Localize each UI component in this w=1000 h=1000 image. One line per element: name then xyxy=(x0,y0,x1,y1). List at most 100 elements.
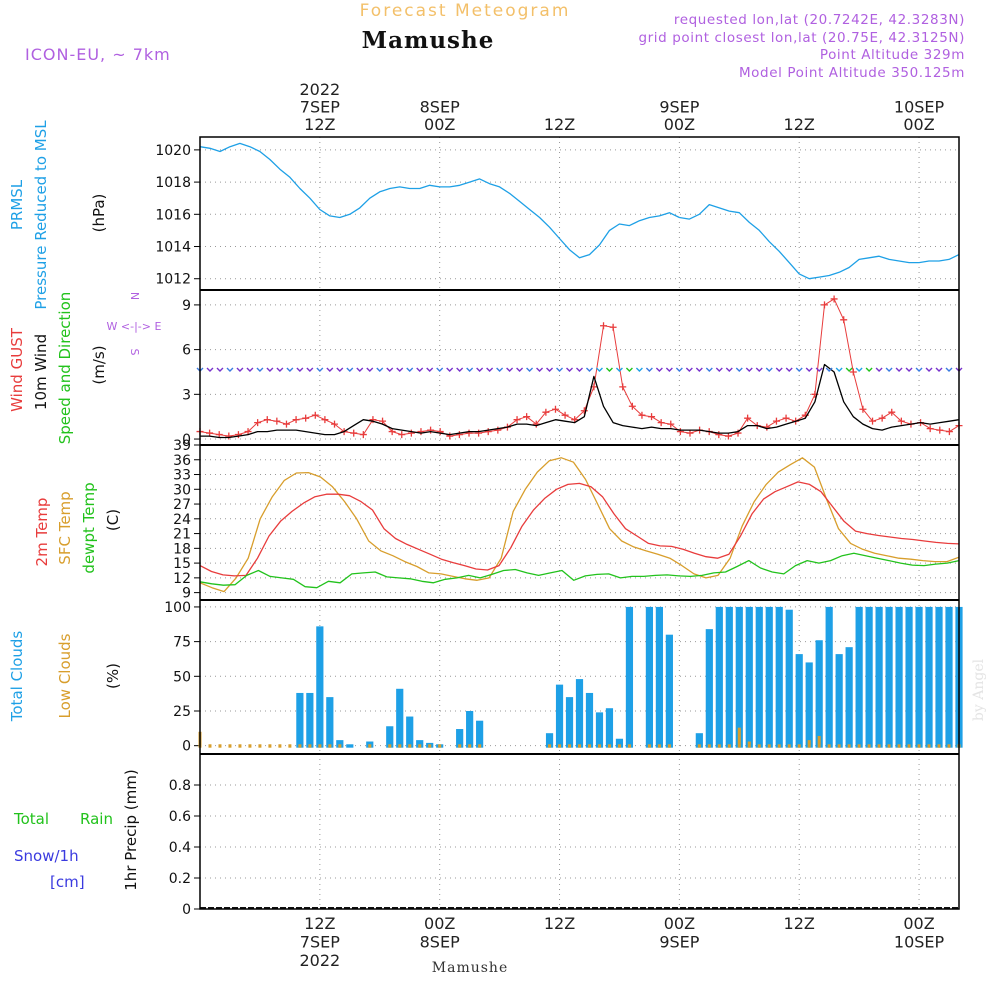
temp-dewpt-label: dewpt Temp xyxy=(80,482,98,573)
wind-direction-arrow xyxy=(915,367,923,372)
clouds-tick-label: 50 xyxy=(173,669,191,685)
wind-direction-arrow xyxy=(865,367,873,372)
gust-marker xyxy=(513,416,521,424)
low-clouds-label: Low Clouds xyxy=(56,633,74,718)
compass-south: S xyxy=(128,349,141,356)
precip-tick-label: 0.2 xyxy=(169,871,191,887)
wind-direction-arrow xyxy=(486,367,494,372)
low-clouds-bar xyxy=(777,744,781,748)
gust-marker xyxy=(926,425,934,433)
temp-tick-label: 36 xyxy=(173,453,191,469)
gust-marker xyxy=(225,432,233,440)
wind-direction-arrow xyxy=(246,367,254,372)
temp-tick-label: 12 xyxy=(173,571,191,587)
clouds-tick-label: 100 xyxy=(164,600,191,616)
wind-direction-arrow xyxy=(256,367,264,372)
total-clouds-bar xyxy=(865,606,873,748)
gust-marker xyxy=(234,431,242,439)
gust-marker xyxy=(667,420,675,428)
wind-tick-label: 3 xyxy=(182,387,191,403)
low-clouds-bar xyxy=(328,744,332,748)
wind-direction-arrow xyxy=(745,367,753,372)
low-clouds-bar xyxy=(468,744,472,748)
gust-marker xyxy=(878,414,886,422)
temp-tick-label: 33 xyxy=(173,468,191,484)
total-clouds-bar xyxy=(326,697,334,748)
temp-tick-label: 27 xyxy=(173,497,191,513)
low-clouds-bar xyxy=(837,744,841,748)
low-clouds-bar xyxy=(298,744,302,748)
low-clouds-bar xyxy=(817,735,821,748)
total-clouds-bar xyxy=(855,606,863,748)
wind-tick-label: 9 xyxy=(182,298,191,314)
wind-10m-label: 10m Wind xyxy=(32,334,50,410)
low-clouds-bar xyxy=(388,744,392,748)
wind-direction-label: Speed and Direction xyxy=(56,292,74,445)
top-time-label: 00Z xyxy=(664,115,695,134)
gust-marker xyxy=(648,413,656,421)
low-clouds-bar xyxy=(877,744,881,748)
gust-marker xyxy=(734,429,742,437)
wind-direction-arrow xyxy=(226,367,234,372)
wind-direction-arrow xyxy=(895,367,903,372)
precip-unit-label: 1hr Precip (mm) xyxy=(122,769,140,890)
gust-marker xyxy=(407,429,415,437)
total-clouds-bar xyxy=(316,626,324,748)
wind-direction-arrow xyxy=(885,367,893,372)
low-clouds-bar xyxy=(228,744,232,748)
wind-direction-arrow xyxy=(286,367,294,372)
clouds-tick-label: 25 xyxy=(173,704,191,720)
total-clouds-bar xyxy=(775,606,783,748)
gust-marker xyxy=(523,413,531,421)
total-clouds-label: Total Clouds xyxy=(8,631,26,723)
total-clouds-bar xyxy=(905,606,913,748)
low-clouds-bar xyxy=(308,744,312,748)
low-clouds-bar xyxy=(647,744,651,748)
total-clouds-bar xyxy=(645,606,654,748)
low-clouds-bar xyxy=(937,744,941,748)
wind-direction-arrow xyxy=(595,367,603,372)
low-clouds-bar xyxy=(737,727,741,748)
precip-cm-label: [cm] xyxy=(50,873,85,891)
total-clouds-bar xyxy=(575,679,584,748)
clouds-tick-label: 75 xyxy=(173,635,191,651)
temp-tick-label: 21 xyxy=(173,527,191,543)
wind-direction-arrow xyxy=(316,367,324,372)
total-clouds-bar xyxy=(555,684,564,748)
total-clouds-bar xyxy=(545,733,554,748)
total-clouds-bar xyxy=(755,606,763,748)
bottom-time-label: 00Z xyxy=(664,914,695,933)
wind-direction-arrow xyxy=(675,367,683,372)
gust-marker xyxy=(446,432,454,440)
wind-direction-arrow xyxy=(556,367,564,372)
total-clouds-bar xyxy=(565,697,574,748)
top-time-label: 10SEP xyxy=(894,98,945,117)
low-clouds-bar xyxy=(268,744,272,748)
total-clouds-bar xyxy=(296,692,304,748)
wind-direction-arrow xyxy=(755,367,763,372)
gust-marker xyxy=(427,426,435,434)
total-clouds-bar xyxy=(476,720,484,748)
wind-direction-arrow xyxy=(655,367,663,372)
chart-subtitle: Forecast Meteogram xyxy=(360,1,571,21)
wind-direction-arrow xyxy=(925,367,933,372)
bottom-time-label: 2022 xyxy=(299,951,340,970)
low-clouds-bar xyxy=(558,744,562,748)
gust-marker xyxy=(455,431,463,439)
total-clouds-bar xyxy=(785,609,793,748)
gust-marker xyxy=(551,405,559,413)
gust-marker xyxy=(849,368,857,376)
wind-direction-arrow xyxy=(795,367,803,372)
gust-marker xyxy=(945,428,953,436)
total-clouds-bar xyxy=(625,606,634,748)
wind-direction-arrow xyxy=(386,367,394,372)
wind-direction-arrow xyxy=(615,367,623,372)
gust-marker xyxy=(936,426,944,434)
precip-total-label: Total xyxy=(13,810,49,828)
wind-direction-arrow xyxy=(845,367,853,372)
bottom-time-label: 00Z xyxy=(903,914,934,933)
low-clouds-bar xyxy=(368,744,372,748)
total-clouds-bar xyxy=(825,606,833,748)
low-clouds-bar xyxy=(278,744,282,748)
top-time-label: 12Z xyxy=(784,115,815,134)
